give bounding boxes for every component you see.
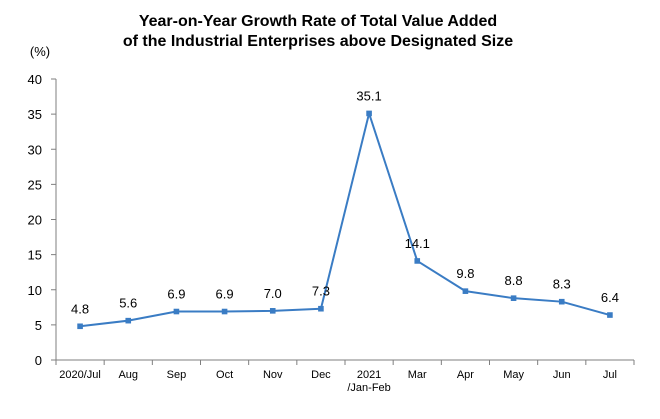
x-tick-label: Aug	[118, 369, 138, 381]
x-tick-label: Nov	[263, 369, 283, 381]
x-tick-label: 2020/Jul	[59, 369, 101, 381]
data-label: 7.0	[264, 286, 282, 301]
y-tick-label: 35	[28, 107, 42, 122]
y-axis-unit-label: (%)	[30, 44, 50, 59]
x-tick-label: Sep	[167, 369, 187, 381]
data-label: 35.1	[356, 88, 381, 103]
data-label: 6.9	[167, 287, 185, 302]
x-tick-label: Jul	[603, 369, 617, 381]
data-label: 4.8	[71, 301, 89, 316]
x-tick-label: Oct	[216, 369, 233, 381]
x-tick-label: Mar	[408, 369, 427, 381]
data-point-marker	[173, 308, 180, 315]
data-point-marker	[414, 258, 421, 264]
y-tick-label: 40	[28, 72, 42, 87]
data-point-marker	[221, 308, 228, 315]
y-tick-label: 5	[35, 318, 42, 333]
data-label: 9.8	[456, 266, 474, 281]
series-growth-rate	[77, 110, 613, 330]
data-label: 14.1	[405, 236, 430, 251]
y-tick-label: 15	[28, 248, 42, 263]
data-point-marker	[558, 298, 565, 305]
data-label: 6.4	[601, 290, 619, 305]
data-point-marker	[607, 312, 613, 318]
x-tick-label: Dec	[311, 369, 331, 381]
x-tick-label: 2021/Jan-Feb	[347, 369, 390, 394]
data-point-marker	[366, 110, 372, 117]
chart-title-line-1: Year-on-Year Growth Rate of Total Value …	[139, 13, 497, 30]
y-tick-label: 20	[28, 213, 42, 228]
x-tick-label: May	[503, 369, 524, 381]
data-point-marker	[125, 317, 132, 324]
data-label: 5.6	[119, 296, 137, 311]
data-label: 8.8	[505, 273, 523, 288]
data-label: 8.3	[553, 277, 571, 292]
x-tick-label: Apr	[457, 369, 474, 381]
y-tick-label: 30	[28, 142, 42, 157]
data-label: 6.9	[216, 287, 234, 302]
y-tick-label: 10	[28, 283, 42, 298]
y-tick-label: 0	[35, 353, 42, 368]
data-point-marker	[318, 305, 324, 312]
axes: 0 5 10 15 20 25 30 35 40 2020/Jul Aug Sep Oct Nov Dec 2…	[28, 72, 635, 394]
x-tick-label: Jun	[553, 369, 571, 381]
data-labels: 4.8 5.6 6.9 6.9 7.0 7.3 35.1 14.1 9.8 8.8 8.3 6.4	[71, 88, 619, 316]
series-line	[79, 112, 611, 328]
data-label: 7.3	[312, 284, 330, 299]
data-point-marker	[269, 308, 276, 314]
data-point-marker	[462, 288, 469, 294]
y-tick-label: 25	[28, 177, 42, 192]
data-point-marker	[77, 323, 83, 330]
data-point-marker	[510, 295, 517, 301]
chart-title-line-2: of the Industrial Enterprises above Desi…	[123, 33, 513, 50]
